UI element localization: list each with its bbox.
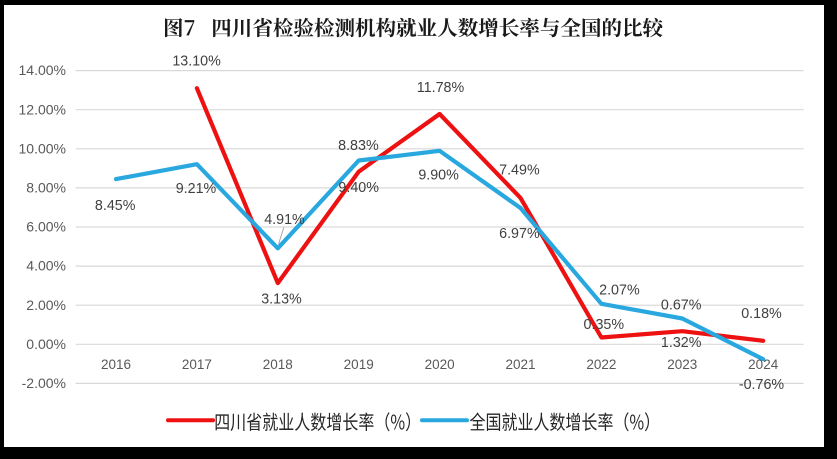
svg-text:0.67%: 0.67% <box>661 298 702 314</box>
svg-text:2023: 2023 <box>667 357 697 372</box>
svg-text:7.49%: 7.49% <box>499 163 540 179</box>
svg-text:0.35%: 0.35% <box>584 317 625 333</box>
svg-text:-2.00%: -2.00% <box>22 375 66 391</box>
svg-text:2.00%: 2.00% <box>26 297 66 313</box>
svg-text:2017: 2017 <box>182 357 212 372</box>
svg-text:6.97%: 6.97% <box>499 226 540 242</box>
svg-text:2018: 2018 <box>263 357 293 372</box>
svg-text:2019: 2019 <box>344 357 374 372</box>
svg-text:2.07%: 2.07% <box>599 283 640 299</box>
svg-text:14.00%: 14.00% <box>19 62 66 78</box>
svg-text:2022: 2022 <box>586 357 616 372</box>
svg-text:0.00%: 0.00% <box>26 336 66 352</box>
svg-text:4.00%: 4.00% <box>26 258 66 274</box>
svg-text:12.00%: 12.00% <box>19 101 66 117</box>
svg-text:2024: 2024 <box>748 357 779 372</box>
svg-text:2016: 2016 <box>101 357 131 372</box>
svg-text:3.13%: 3.13% <box>261 292 302 308</box>
svg-text:6.00%: 6.00% <box>26 219 66 235</box>
svg-text:9.40%: 9.40% <box>338 180 379 196</box>
svg-text:1.32%: 1.32% <box>661 335 702 351</box>
svg-text:4.91%: 4.91% <box>264 212 305 228</box>
svg-text:8.00%: 8.00% <box>26 180 66 196</box>
svg-text:10.00%: 10.00% <box>19 140 66 156</box>
svg-text:8.83%: 8.83% <box>338 138 379 154</box>
svg-text:2020: 2020 <box>425 357 455 372</box>
svg-text:13.10%: 13.10% <box>172 54 221 70</box>
svg-text:0.18%: 0.18% <box>741 306 782 322</box>
svg-text:9.21%: 9.21% <box>176 181 217 197</box>
svg-text:2021: 2021 <box>505 357 535 372</box>
svg-text:9.90%: 9.90% <box>418 168 459 184</box>
svg-text:11.78%: 11.78% <box>417 80 465 96</box>
svg-text:8.45%: 8.45% <box>95 198 136 214</box>
svg-text:-0.76%: -0.76% <box>739 377 785 393</box>
